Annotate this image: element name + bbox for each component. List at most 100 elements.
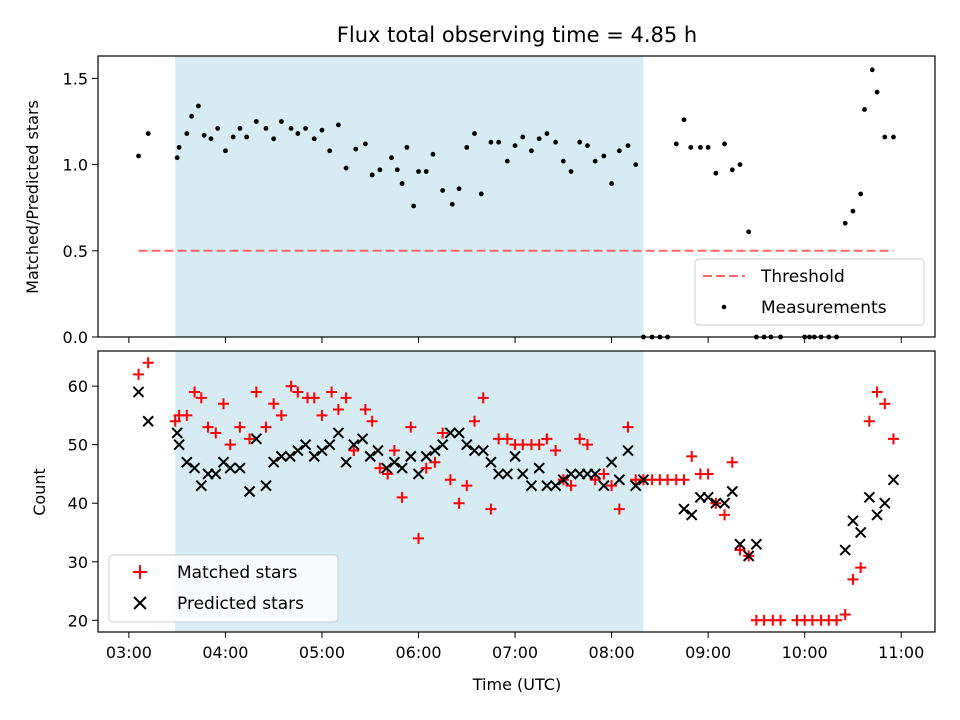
predicted-star-point xyxy=(234,462,246,474)
matched-star-point xyxy=(189,386,201,398)
matched-star-point xyxy=(606,480,618,492)
measurement-point xyxy=(343,165,349,171)
predicted-star-point xyxy=(863,491,876,504)
matched-star-point xyxy=(169,415,181,427)
predicted-star-point xyxy=(243,485,256,498)
predicted-star-point xyxy=(396,462,408,474)
predicted-star-point xyxy=(195,479,208,492)
matched-star-point xyxy=(734,544,746,556)
predicted-star-point xyxy=(364,450,376,463)
predicted-star-point xyxy=(210,468,222,480)
measurement-point xyxy=(842,220,848,226)
predicted-star-point xyxy=(710,497,722,509)
predicted-star-point xyxy=(492,468,505,480)
matched-star-point xyxy=(574,433,586,445)
matched-star-point xyxy=(202,421,214,433)
predicted-star-point xyxy=(412,468,425,480)
x-tick-label: 09:00 xyxy=(685,643,731,662)
top-y-tick-label: 0.5 xyxy=(63,242,88,261)
matched-star-point xyxy=(181,409,193,421)
measurement-point xyxy=(174,155,180,161)
top-panel-frame xyxy=(97,55,936,338)
chart-title: Flux total observing time = 4.85 h xyxy=(337,23,697,47)
x-tick-label: 08:00 xyxy=(589,643,635,662)
matched-star-point xyxy=(260,421,272,433)
predicted-star-point xyxy=(284,450,296,463)
x-tick-label: 07:00 xyxy=(492,643,538,662)
matched-star-point xyxy=(444,474,456,486)
top-panel-y-axis: 0.0 0.5 1.0 1.5 xyxy=(63,69,98,347)
matched-star-point xyxy=(501,433,513,445)
predicted-star-point xyxy=(275,450,288,463)
predicted-star-point xyxy=(436,438,449,451)
predicted-star-point xyxy=(308,450,320,463)
measurement-point xyxy=(145,131,151,136)
measurement-point xyxy=(411,203,417,209)
legend-matched-swatch xyxy=(133,565,147,579)
matched-star-point xyxy=(308,392,320,404)
bottom-panel-y-axis: 20 30 40 50 60 xyxy=(68,377,98,630)
matched-star-point xyxy=(839,608,851,620)
matched-star-point xyxy=(453,497,465,509)
matched-star-point xyxy=(871,386,883,398)
predicted-star-point xyxy=(702,491,714,504)
measurement-point xyxy=(850,208,856,214)
matched-star-point xyxy=(210,427,222,439)
measurement-point xyxy=(472,131,477,136)
measurement-point xyxy=(478,191,484,197)
matched-star-point xyxy=(326,386,338,398)
legend-predicted-swatch xyxy=(133,596,147,610)
measurement-point xyxy=(585,143,590,149)
measurement-point xyxy=(673,141,679,147)
predicted-star-point xyxy=(887,474,900,486)
matched-star-point xyxy=(218,398,230,410)
legend-measurements-swatch xyxy=(721,304,727,310)
predicted-star-point xyxy=(557,474,570,486)
measurement-point xyxy=(377,167,383,173)
measurement-point xyxy=(394,167,400,173)
measurement-point xyxy=(560,158,566,164)
predicted-star-point xyxy=(372,444,384,457)
top-y-tick-label: 1.0 xyxy=(63,156,88,175)
matched-star-point xyxy=(292,386,304,398)
matched-star-point xyxy=(541,433,553,445)
measurement-point xyxy=(423,169,429,174)
measurement-point xyxy=(488,139,494,145)
matched-star-point xyxy=(726,456,738,468)
measurement-point xyxy=(722,141,727,147)
matched-star-point xyxy=(250,386,262,398)
matched-star-point xyxy=(437,427,449,439)
matched-star-point xyxy=(429,456,441,468)
measurement-point xyxy=(237,126,243,131)
predicted-star-point xyxy=(171,427,183,439)
predicted-star-point xyxy=(453,427,465,439)
top-y-axis-label: Matched/Predicted stars xyxy=(23,100,42,294)
matched-star-point xyxy=(469,415,481,427)
measurement-point xyxy=(279,119,284,124)
predicted-star-point xyxy=(485,456,497,468)
legend-threshold-label: Threshold xyxy=(760,267,845,287)
matched-star-point xyxy=(396,491,408,503)
measurement-point xyxy=(369,172,375,178)
x-tick-label: 11:00 xyxy=(878,643,924,662)
matched-star-point xyxy=(348,445,360,457)
predicted-star-point xyxy=(323,438,336,451)
predicted-star-point xyxy=(380,462,393,474)
measurement-point xyxy=(496,139,502,145)
measurement-point xyxy=(698,144,703,150)
predicted-star-point xyxy=(142,415,154,427)
bottom-legend-box xyxy=(108,554,339,623)
measurement-point xyxy=(263,126,269,131)
predicted-star-point xyxy=(181,456,193,468)
predicted-star-point xyxy=(839,544,851,556)
measurement-point xyxy=(208,136,214,142)
measurement-point xyxy=(399,181,405,186)
matched-star-point xyxy=(420,462,432,474)
bottom-panel-marks xyxy=(132,357,900,626)
top-panel-x-ticks xyxy=(128,337,902,343)
predicted-star-point xyxy=(871,509,883,521)
measurement-point xyxy=(184,131,190,136)
predicted-star-point xyxy=(188,462,201,474)
predicted-star-point xyxy=(420,450,432,463)
